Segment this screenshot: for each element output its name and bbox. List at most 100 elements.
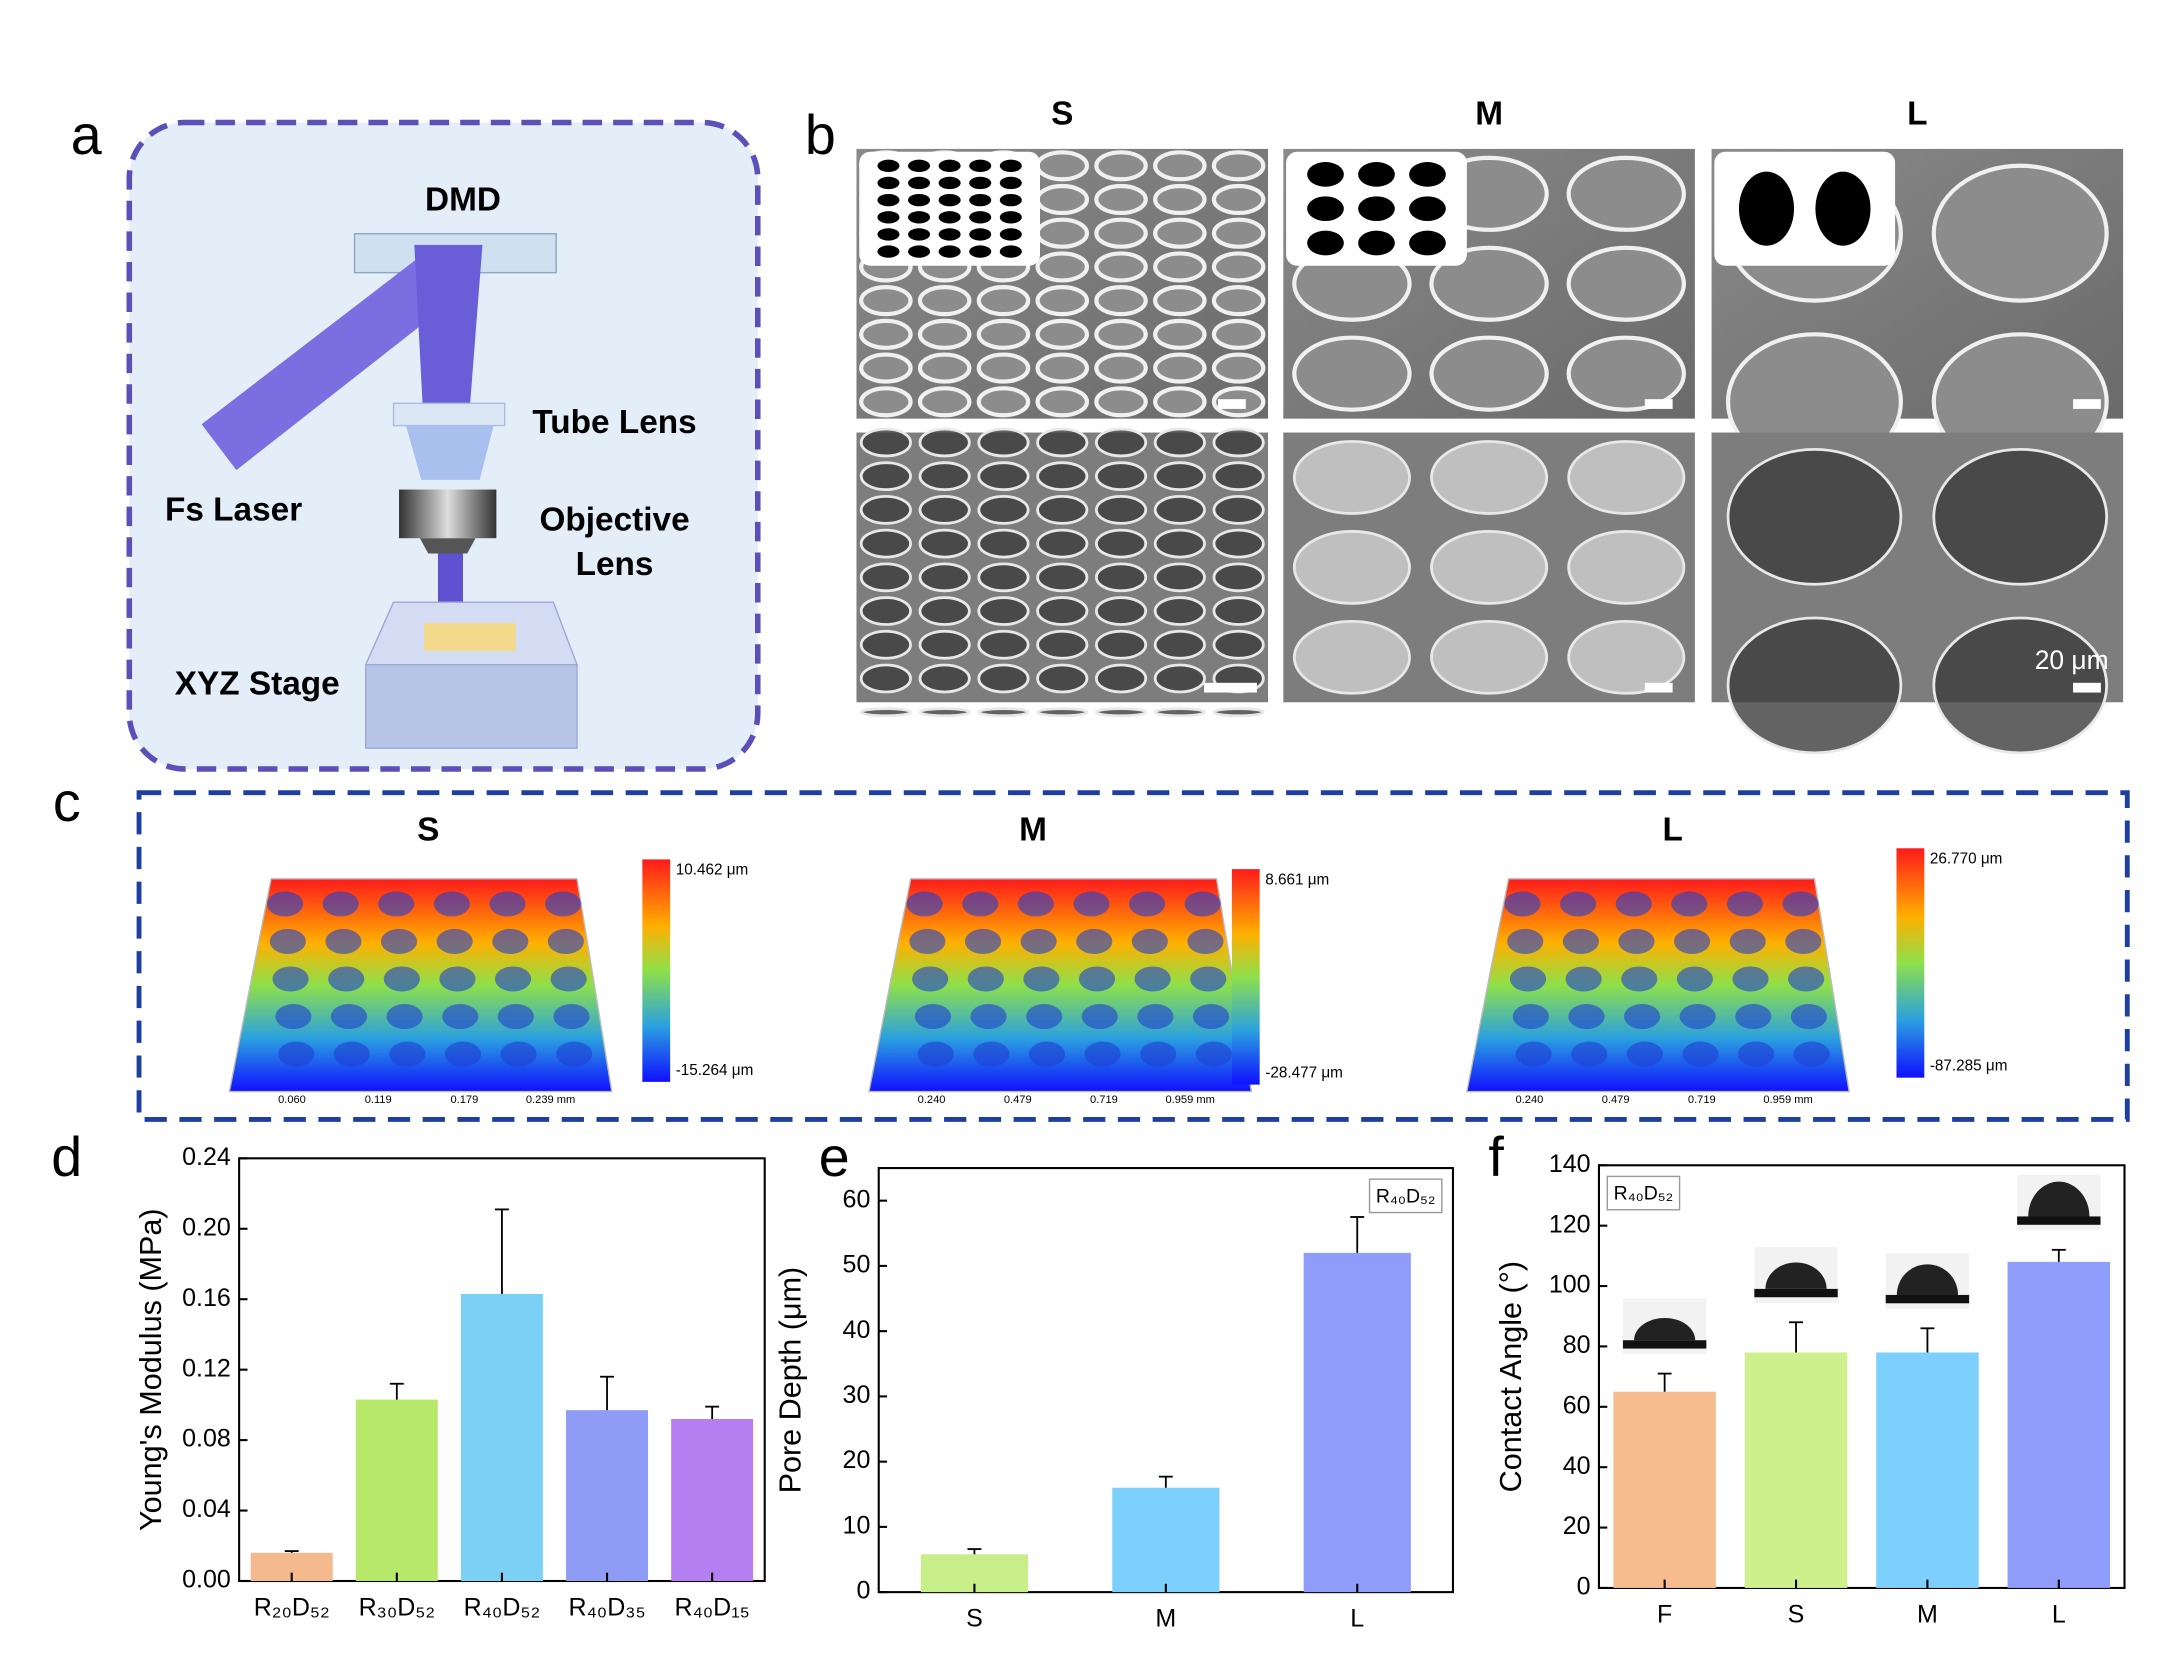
error-bar [1158, 1475, 1173, 1488]
surface-pit [1076, 928, 1113, 954]
pore [977, 528, 1030, 559]
profile-title: M [1019, 811, 1047, 848]
droplet-substrate [1754, 1288, 1838, 1298]
axis-tick-label: 0.060 [278, 1094, 306, 1106]
axis-tick-label: 0.959 mm [1165, 1094, 1214, 1106]
pore [977, 663, 1030, 694]
y-tick-label: 140 [1549, 1150, 1591, 1178]
scale-bar [1217, 399, 1246, 409]
pore [1035, 251, 1090, 283]
pore [1726, 616, 1903, 755]
droplet-substrate [1622, 1340, 1707, 1349]
surface-pit [1790, 1003, 1827, 1030]
mask-dot [908, 193, 931, 207]
pore [859, 386, 913, 418]
label: DMD [425, 182, 501, 219]
y-tick-label: 100 [1549, 1271, 1591, 1299]
mask-dot [938, 193, 961, 207]
x-tick-label: R₂₀D₅₂ [254, 1593, 330, 1621]
axis-tick-label: 0.119 [365, 1094, 392, 1106]
pore [977, 596, 1030, 626]
pore [1212, 596, 1265, 626]
pore [1211, 150, 1266, 182]
plot-frame [1597, 1164, 2126, 1589]
surface-pit [386, 1003, 423, 1030]
pore [1211, 318, 1266, 350]
surface-pit [1626, 1041, 1663, 1067]
surface-pit [378, 891, 415, 917]
y-tick-label: 20 [1563, 1512, 1591, 1540]
surface-pit [497, 1003, 534, 1030]
surface-pit [1192, 1003, 1230, 1030]
pore [1094, 285, 1148, 317]
surface-pit [269, 928, 306, 954]
mask-inset [859, 151, 1041, 266]
pore [918, 596, 971, 626]
pore [1212, 495, 1265, 525]
y-tick-label: 0.24 [182, 1143, 231, 1171]
pore [1211, 183, 1266, 216]
droplet [1896, 1264, 1959, 1295]
x-tick-label: R₃₀D₅₂ [359, 1593, 436, 1621]
error-bar [2051, 1248, 2066, 1262]
pore [1094, 495, 1148, 525]
pore [1153, 251, 1207, 283]
x-tick-label: M [1155, 1605, 1176, 1633]
surface-pit [1568, 1003, 1605, 1030]
colorbar-min: -87.285 μm [1930, 1058, 2008, 1075]
y-axis-label: Pore Depth (μm) [774, 1267, 808, 1494]
pore [1153, 596, 1206, 626]
pore [1211, 285, 1266, 317]
bar [460, 1293, 543, 1582]
x-tick-label: R₄₀D₃₅ [569, 1593, 646, 1621]
pore [1292, 619, 1411, 695]
surface-pit [494, 966, 532, 992]
surface-pit [967, 966, 1004, 992]
surface-pit [439, 966, 476, 992]
mask-dot [969, 211, 992, 224]
mask-dot [1358, 196, 1395, 222]
surface-pit [545, 891, 582, 917]
pore [859, 562, 912, 593]
column-title: M [1475, 95, 1503, 132]
surface-pit [1560, 891, 1597, 917]
pore [1035, 150, 1090, 182]
colorbar-min: -15.264 μm [676, 1062, 754, 1079]
mask-dot [1409, 196, 1446, 222]
beam [414, 244, 483, 407]
pore [918, 629, 971, 660]
pore [859, 528, 912, 559]
mask-dot [1307, 230, 1344, 256]
bar [1744, 1352, 1848, 1588]
pore [1094, 629, 1148, 660]
y-axis-label: Contact Angle (°) [1494, 1261, 1528, 1493]
surface-pit [1674, 928, 1711, 954]
pore [1036, 707, 1089, 718]
pore [1430, 619, 1549, 695]
mask-dot [938, 228, 961, 241]
tube-lens-body [405, 425, 494, 480]
droplet [2028, 1181, 2090, 1217]
y-tick-label: 0.04 [182, 1495, 231, 1523]
surface-pit [442, 1003, 479, 1030]
surface-pit [912, 966, 949, 992]
surface-pit [973, 1041, 1010, 1067]
surface-pit [1081, 1003, 1118, 1030]
panel-label: d [51, 1126, 82, 1188]
axis-tick-label: 0.959 mm [1763, 1094, 1812, 1106]
annotation-box [1368, 1178, 1443, 1214]
mask-dot [1738, 171, 1795, 246]
mask-dot [999, 211, 1022, 224]
y-tick-label: 60 [843, 1185, 871, 1213]
surface-pit [1507, 928, 1544, 954]
y-tick-label: 50 [843, 1251, 871, 1279]
surface-pit [1017, 891, 1054, 917]
mask-dot [1307, 196, 1344, 222]
surface-pit [1621, 966, 1658, 992]
pore [1932, 448, 2109, 586]
surface-pit [1565, 966, 1602, 992]
pore [1153, 629, 1206, 660]
pore [859, 352, 913, 384]
pore [1153, 386, 1207, 418]
